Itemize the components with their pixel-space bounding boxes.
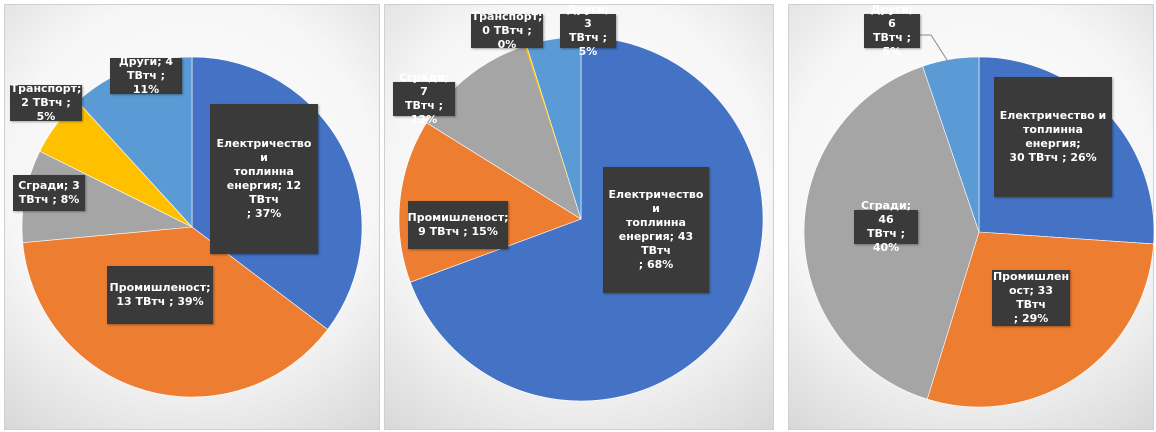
data-label-other: Други; 3 ТВтч ; 5% (560, 3, 616, 58)
data-label-other: Други; 6 ТВтч ; 5% (864, 3, 920, 58)
pie-svg (21, 56, 363, 398)
pie-slice-electricity (409, 36, 764, 402)
data-label-industry: Промишлен ост; 33 ТВтч ; 29% (992, 270, 1070, 326)
data-label-electricity: Електричество и топлинна енергия; 43 ТВт… (603, 167, 709, 293)
data-label-transport: Транспорт; 0 ТВтч ; 0% (471, 10, 543, 51)
data-label-electricity: Електричество и топлинна енергия; 30 ТВт… (994, 77, 1112, 197)
pie-slice-transport (524, 44, 581, 219)
pie-chart-1: Електричество и топлинна енергия; 12 ТВт… (4, 4, 380, 430)
data-label-industry: Промишленост; 13 ТВтч ; 39% (107, 266, 213, 324)
data-label-transport: Транспорт; 2 ТВтч ; 5% (10, 82, 82, 123)
data-label-electricity: Електричество и топлинна енергия; 12 ТВт… (210, 104, 318, 254)
data-label-other: Други; 4 ТВтч ; 11% (110, 55, 182, 96)
pie-chart-2: Електричество и топлинна енергия; 43 ТВт… (384, 3, 774, 430)
data-label-buildings: Сгради; 3 ТВтч ; 8% (13, 175, 85, 211)
data-label-buildings: Сгради; 7 ТВтч ; 12% (393, 71, 455, 126)
data-label-industry: Промишленост; 9 ТВтч ; 15% (408, 201, 509, 249)
leader-line (920, 34, 950, 64)
pie-chart-3: Електричество и топлинна енергия; 30 ТВт… (788, 3, 1155, 430)
pie-svg (803, 34, 1155, 408)
pie-slice-other (922, 56, 980, 233)
data-label-buildings: Сгради; 46 ТВтч ; 40% (854, 199, 918, 254)
